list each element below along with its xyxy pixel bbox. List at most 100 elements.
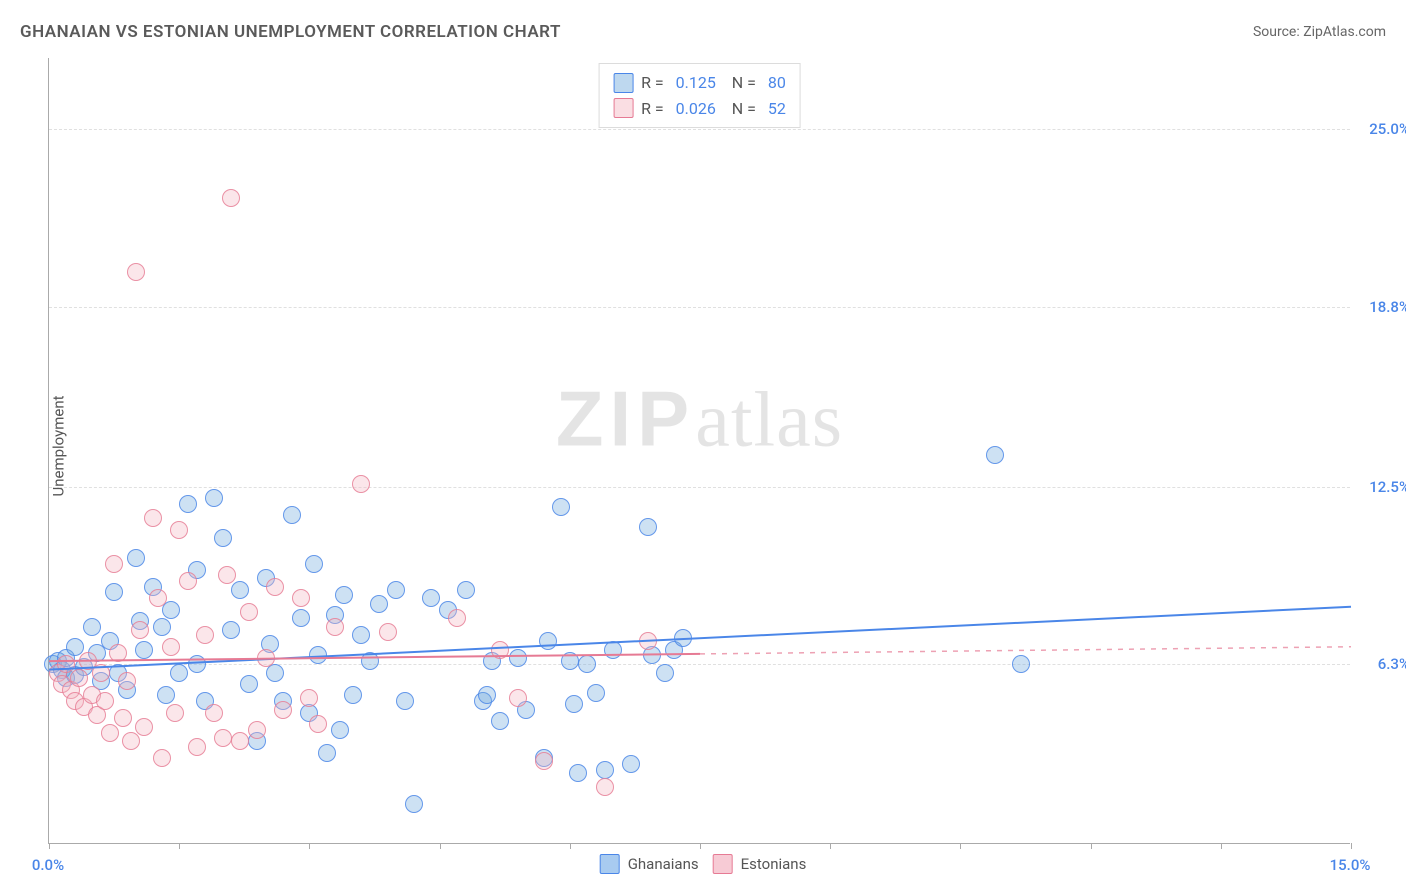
data-point (405, 795, 423, 813)
data-point (604, 641, 622, 659)
data-point (114, 709, 132, 727)
data-point (131, 621, 149, 639)
data-point (535, 752, 553, 770)
data-point (135, 641, 153, 659)
data-point (170, 521, 188, 539)
data-point (552, 498, 570, 516)
data-point (379, 623, 397, 641)
x-tick (570, 843, 571, 849)
legend-swatch (613, 98, 633, 118)
data-point (578, 655, 596, 673)
watermark-zip: ZIP (556, 375, 695, 463)
legend-series-label: Estonians (741, 855, 807, 873)
data-point (326, 618, 344, 636)
data-point (218, 566, 236, 584)
data-point (370, 595, 388, 613)
data-point (656, 664, 674, 682)
data-point (179, 572, 197, 590)
x-tick (700, 843, 701, 849)
data-point (222, 621, 240, 639)
data-point (344, 686, 362, 704)
data-point (283, 506, 301, 524)
data-point (205, 704, 223, 722)
data-point (569, 764, 587, 782)
data-point (127, 549, 145, 567)
y-tick-label: 12.5% (1355, 478, 1406, 496)
data-point (135, 718, 153, 736)
data-point (214, 529, 232, 547)
legend-correlation: R = 0.125 N = 80R = 0.026 N = 52 (598, 63, 801, 128)
legend-series: Ghanaians Estonians (600, 854, 807, 874)
data-point (331, 721, 349, 739)
data-point (153, 618, 171, 636)
data-point (561, 652, 579, 670)
legend-series-item: Ghanaians (600, 854, 699, 874)
data-point (274, 701, 292, 719)
data-point (266, 578, 284, 596)
data-point (118, 672, 136, 690)
x-tick (440, 843, 441, 849)
data-point (92, 664, 110, 682)
legend-n-label: N = (724, 96, 760, 122)
data-point (300, 689, 318, 707)
data-point (248, 721, 266, 739)
legend-series-label: Ghanaians (628, 855, 699, 873)
data-point (70, 669, 88, 687)
source-label: Source: ZipAtlas.com (1253, 24, 1386, 40)
gridline (49, 129, 1350, 130)
legend-r-value: 0.125 (676, 70, 716, 96)
data-point (422, 589, 440, 607)
legend-r-label: R = (641, 96, 668, 122)
data-point (509, 649, 527, 667)
data-point (639, 632, 657, 650)
data-point (565, 695, 583, 713)
data-point (179, 495, 197, 513)
data-point (149, 589, 167, 607)
legend-stat-row: R = 0.125 N = 80 (613, 70, 786, 96)
data-point (539, 632, 557, 650)
data-point (292, 609, 310, 627)
data-point (309, 646, 327, 664)
data-point (231, 732, 249, 750)
legend-swatch (713, 854, 733, 874)
data-point (96, 692, 114, 710)
data-point (109, 644, 127, 662)
data-point (240, 675, 258, 693)
legend-stat-row: R = 0.026 N = 52 (613, 96, 786, 122)
data-point (231, 581, 249, 599)
data-point (478, 686, 496, 704)
data-point (166, 704, 184, 722)
data-point (361, 652, 379, 670)
data-point (292, 589, 310, 607)
data-point (986, 446, 1004, 464)
x-tick (179, 843, 180, 849)
data-point (188, 738, 206, 756)
data-point (305, 555, 323, 573)
data-point (309, 715, 327, 733)
x-tick (1221, 843, 1222, 849)
legend-r-label: R = (641, 70, 668, 96)
data-point (318, 744, 336, 762)
data-point (214, 729, 232, 747)
data-point (205, 489, 223, 507)
x-tick (49, 843, 50, 849)
data-point (639, 518, 657, 536)
data-point (196, 626, 214, 644)
chart-title: GHANAIAN VS ESTONIAN UNEMPLOYMENT CORREL… (20, 22, 561, 42)
data-point (491, 641, 509, 659)
data-point (509, 689, 527, 707)
plot-area: ZIPatlas R = 0.125 N = 80R = 0.026 N = 5… (48, 58, 1350, 844)
data-point (240, 603, 258, 621)
data-point (153, 749, 171, 767)
data-point (491, 712, 509, 730)
data-point (144, 509, 162, 527)
y-tick-label: 25.0% (1355, 120, 1406, 138)
data-point (162, 638, 180, 656)
data-point (587, 684, 605, 702)
x-tick (1351, 843, 1352, 849)
x-tick (960, 843, 961, 849)
data-point (674, 629, 692, 647)
data-point (66, 638, 84, 656)
data-point (157, 686, 175, 704)
legend-series-item: Estonians (713, 854, 807, 874)
